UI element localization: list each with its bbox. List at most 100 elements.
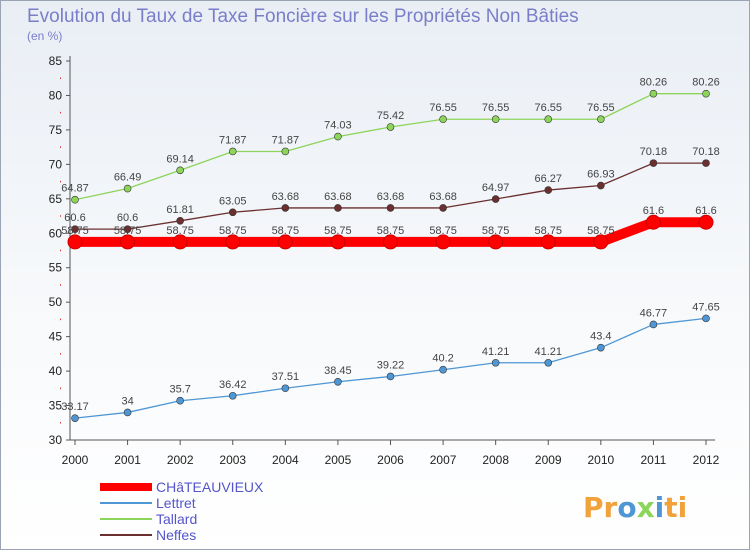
data-label: 33.17 — [61, 401, 89, 413]
data-label: 61.81 — [166, 204, 194, 216]
data-label: 43.4 — [590, 331, 611, 343]
y-tick-label: 40 — [49, 364, 63, 378]
data-point — [123, 184, 132, 193]
x-tick-label: 2003 — [219, 453, 246, 467]
data-label: 74.03 — [324, 120, 352, 132]
data-point — [176, 166, 184, 175]
data-labels: 33.17 34 35.7 36.42 37.51 38.45 39.22 40.2 41.21… — [61, 77, 720, 413]
data-point — [386, 123, 395, 131]
data-label: 39.22 — [377, 359, 405, 371]
data-point — [597, 115, 605, 124]
data-point — [488, 234, 504, 250]
y-tick-label: 85 — [49, 54, 63, 68]
data-label: 58.75 — [587, 225, 615, 237]
data-point — [491, 115, 500, 124]
data-label: 38.45 — [324, 365, 352, 377]
legend-label: Tallard — [156, 511, 197, 527]
data-label: 58.75 — [429, 225, 457, 237]
chart-title: Evolution du Taux de Taxe Foncière sur l… — [27, 6, 579, 27]
data-label: 75.42 — [377, 110, 405, 122]
data-label: 76.55 — [534, 102, 562, 114]
data-label: 58.75 — [114, 225, 142, 237]
data-point — [544, 115, 553, 124]
series-layer — [67, 89, 714, 422]
data-label: 63.68 — [324, 191, 352, 203]
data-label: 64.97 — [482, 182, 510, 194]
data-label: 80.26 — [640, 77, 668, 89]
data-label: 76.55 — [429, 102, 457, 114]
logo-part-2: o — [617, 491, 636, 524]
data-point — [597, 181, 605, 190]
data-label: 71.87 — [272, 134, 300, 146]
data-point — [439, 115, 447, 124]
data-point — [71, 414, 79, 422]
data-point — [540, 234, 556, 250]
x-tick-label: 2012 — [693, 453, 720, 467]
data-point — [702, 314, 710, 323]
x-tick-label: 2011 — [641, 453, 667, 467]
data-label: 47.65 — [692, 301, 720, 313]
data-point — [71, 195, 79, 204]
data-label: 66.49 — [114, 172, 142, 184]
data-point — [123, 225, 132, 233]
legend-label: Lettret — [156, 495, 196, 511]
data-point — [544, 186, 553, 194]
y-tick-label: 80 — [49, 88, 63, 102]
y-tick-label: 70 — [49, 157, 63, 171]
data-label: 60.6 — [117, 212, 138, 224]
data-point — [435, 234, 451, 250]
data-point — [334, 204, 342, 212]
data-label: 37.51 — [272, 371, 300, 383]
data-label: 61.6 — [695, 205, 716, 217]
data-point — [281, 204, 290, 212]
data-point — [225, 234, 241, 250]
data-label: 41.21 — [534, 346, 562, 358]
data-point — [597, 343, 605, 352]
data-point — [172, 234, 188, 250]
data-label: 70.18 — [692, 146, 720, 158]
y-tick-label: 30 — [49, 433, 63, 447]
data-label: 36.42 — [219, 379, 247, 391]
chart-unit-label: (en %) — [27, 29, 62, 43]
data-label: 46.77 — [640, 307, 668, 319]
data-point — [176, 396, 184, 405]
data-point — [649, 320, 658, 329]
data-label: 63.05 — [219, 195, 247, 207]
x-tick-label: 2008 — [482, 453, 509, 467]
x-tick-label: 2001 — [114, 453, 141, 467]
x-tick-label: 2002 — [167, 453, 194, 467]
data-label: 40.2 — [432, 353, 453, 365]
data-point — [544, 358, 553, 367]
data-label: 80.26 — [692, 77, 720, 89]
data-point — [67, 234, 83, 250]
data-point — [281, 384, 290, 393]
data-label: 58.75 — [377, 225, 405, 237]
data-point — [71, 225, 79, 233]
data-point — [649, 89, 658, 98]
data-label: 34 — [121, 395, 133, 407]
proxiti-logo: Proxiti — [583, 491, 687, 524]
logo-part-4: i — [655, 491, 665, 524]
data-point — [120, 234, 136, 250]
data-label: 63.68 — [429, 191, 457, 203]
data-label: 76.55 — [587, 102, 615, 114]
data-point — [645, 214, 661, 230]
data-point — [176, 217, 184, 225]
x-tick-label: 2007 — [430, 453, 457, 467]
data-point — [593, 234, 609, 250]
data-point — [281, 147, 290, 156]
data-point — [386, 372, 395, 381]
data-label: 41.21 — [482, 346, 510, 358]
y-tick-label: 65 — [49, 192, 63, 206]
data-point — [383, 234, 398, 250]
data-label: 60.6 — [64, 212, 85, 224]
x-tick-label: 2009 — [535, 453, 562, 467]
data-point — [439, 204, 447, 212]
svg-text:Proxiti: Proxiti — [583, 491, 687, 524]
data-point — [386, 204, 395, 212]
data-label: 64.87 — [61, 183, 89, 195]
